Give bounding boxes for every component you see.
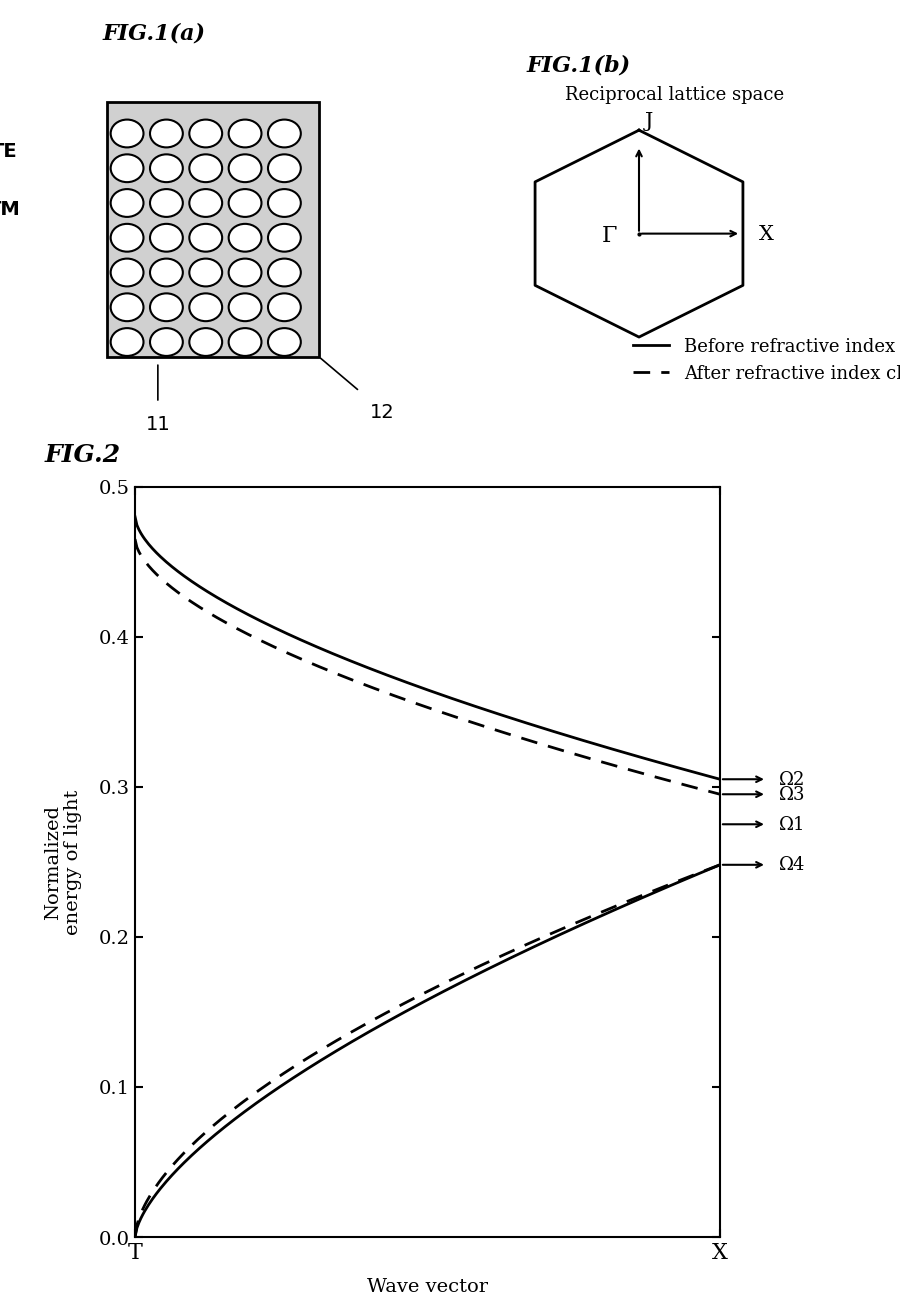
- Circle shape: [111, 190, 143, 217]
- Circle shape: [229, 224, 262, 253]
- Text: TM: TM: [0, 200, 21, 218]
- Text: Ω3: Ω3: [778, 786, 805, 804]
- Circle shape: [111, 155, 143, 183]
- Circle shape: [268, 293, 301, 321]
- Y-axis label: Normalized
energy of light: Normalized energy of light: [43, 790, 82, 934]
- Circle shape: [189, 120, 222, 147]
- Text: X: X: [759, 225, 774, 243]
- Circle shape: [150, 120, 183, 147]
- Circle shape: [268, 329, 301, 357]
- Circle shape: [111, 259, 143, 287]
- Circle shape: [111, 224, 143, 253]
- Text: FIG.1(b): FIG.1(b): [526, 55, 631, 76]
- Circle shape: [189, 190, 222, 217]
- Circle shape: [229, 120, 262, 147]
- Circle shape: [0, 233, 21, 262]
- Text: Reciprocal lattice space: Reciprocal lattice space: [565, 86, 785, 104]
- Circle shape: [150, 224, 183, 253]
- Circle shape: [229, 329, 262, 357]
- Text: FIG.1(a): FIG.1(a): [103, 22, 206, 45]
- Text: Γ: Γ: [602, 225, 617, 247]
- Text: 11: 11: [146, 415, 170, 434]
- Text: Ω4: Ω4: [778, 855, 805, 874]
- Text: Ω2: Ω2: [778, 770, 805, 788]
- Circle shape: [229, 190, 262, 217]
- Legend: Before refractive index change, After refractive index change: Before refractive index change, After re…: [626, 330, 900, 391]
- X-axis label: Wave vector: Wave vector: [367, 1278, 488, 1296]
- Circle shape: [229, 155, 262, 183]
- Circle shape: [150, 329, 183, 357]
- Circle shape: [111, 120, 143, 147]
- Circle shape: [111, 329, 143, 357]
- Text: FIG.2: FIG.2: [45, 443, 122, 467]
- Text: 12: 12: [370, 403, 394, 422]
- Circle shape: [189, 224, 222, 253]
- Circle shape: [189, 293, 222, 321]
- Circle shape: [229, 259, 262, 287]
- Circle shape: [150, 293, 183, 321]
- Circle shape: [111, 293, 143, 321]
- Circle shape: [189, 155, 222, 183]
- Circle shape: [189, 259, 222, 287]
- Circle shape: [229, 293, 262, 321]
- Circle shape: [268, 120, 301, 147]
- Circle shape: [268, 259, 301, 287]
- FancyBboxPatch shape: [106, 103, 319, 357]
- Text: Ω1: Ω1: [778, 816, 805, 833]
- Circle shape: [268, 155, 301, 183]
- Text: TE: TE: [0, 142, 17, 161]
- Text: J: J: [645, 112, 653, 130]
- Circle shape: [268, 190, 301, 217]
- Circle shape: [150, 190, 183, 217]
- Circle shape: [150, 155, 183, 183]
- Circle shape: [189, 329, 222, 357]
- Circle shape: [268, 224, 301, 253]
- Circle shape: [150, 259, 183, 287]
